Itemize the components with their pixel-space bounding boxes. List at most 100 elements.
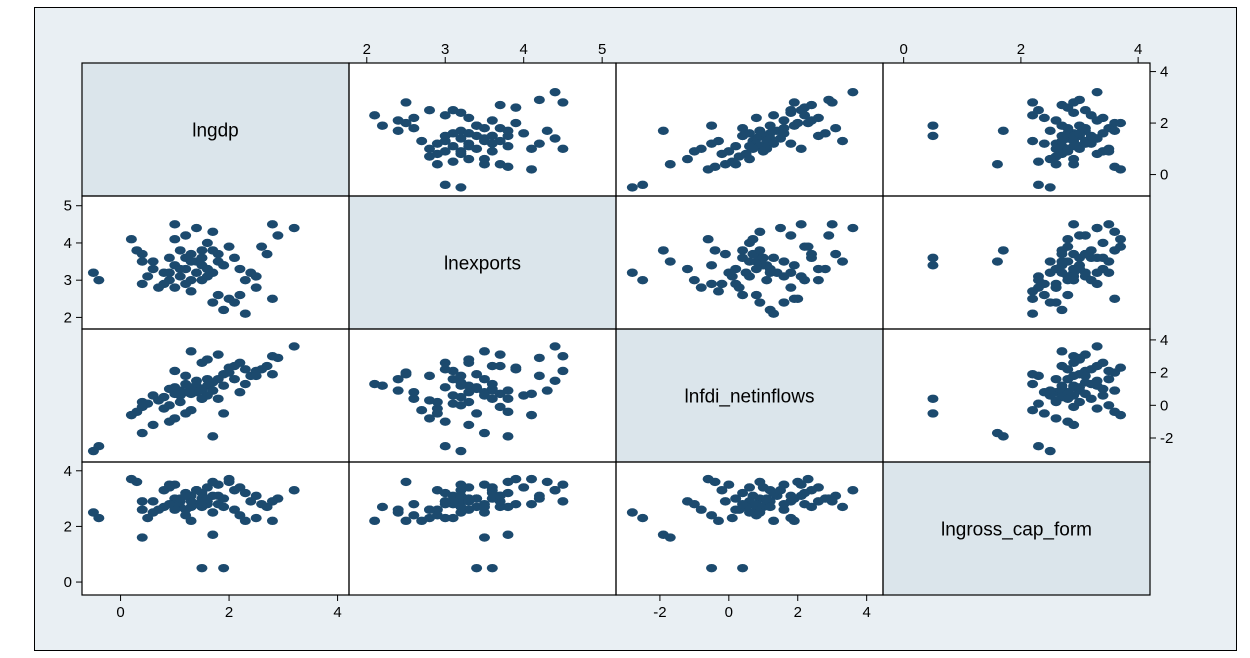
tick-label-bottom-lngdp-1: 2 <box>225 604 233 621</box>
point-54-lngross_cap_form-vs-lnfdi_netinflows <box>802 474 814 484</box>
point-8-lnexports-vs-lnfdi_netinflows <box>806 253 818 263</box>
point-5-lngdp-vs-lnexports <box>494 100 506 110</box>
point-57-lngross_cap_form-vs-lnfdi_netinflows <box>837 502 849 512</box>
point-51-lnfdi_netinflows-vs-lnexports <box>549 376 561 385</box>
point-69-lngross_cap_form-vs-lnexports <box>439 513 451 523</box>
point-50-lnfdi_netinflows-vs-lnexports <box>541 386 553 395</box>
point-60-lngross_cap_form-vs-lnfdi_netinflows <box>702 474 714 484</box>
point-2-lnexports-vs-lnfdi_netinflows <box>826 220 838 229</box>
point-52-lnfdi_netinflows-vs-lngross_cap_form <box>1079 371 1091 381</box>
point-1-lngdp-vs-lnexports <box>533 95 545 105</box>
point-20-lnfdi_netinflows-vs-lnexports <box>439 383 451 392</box>
point-25-lnexports-vs-lngross_cap_form <box>1056 246 1068 255</box>
point-68-lngross_cap_form-vs-lnfdi_netinflows <box>657 530 669 539</box>
variable-label-lnfdi_netinflows: lnfdi_netinflows <box>685 387 815 408</box>
point-40-lnfdi_netinflows-vs-lngross_cap_form <box>1038 388 1050 397</box>
point-15-lnfdi_netinflows-vs-lngross_cap_form <box>1062 374 1074 384</box>
point-68-lngdp-vs-lnexports <box>502 126 514 135</box>
point-59-lngross_cap_form-vs-lnexports <box>502 477 514 487</box>
point-50-lngross_cap_form-vs-lnexports <box>541 477 553 487</box>
point-65-lnexports-vs-lngross_cap_form <box>991 257 1003 266</box>
point-45-lngross_cap_form-vs-lnexports <box>424 505 436 514</box>
point-37-lngross_cap_form-vs-lnexports <box>376 502 388 512</box>
point-60-lngross_cap_form-vs-lnexports <box>526 474 538 484</box>
point-39-lnexports-vs-lnfdi_netinflows <box>768 309 780 318</box>
point-33-lnexports-vs-lngdp <box>136 279 148 289</box>
point-25-lngdp-vs-lnexports <box>502 142 514 151</box>
point-36-lngdp-vs-lnexports <box>392 126 404 135</box>
point-44-lngdp-vs-lngross_cap_form <box>1038 139 1050 148</box>
point-57-lngross_cap_form-vs-lnexports <box>478 502 490 512</box>
point-49-lnexports-vs-lngdp <box>201 238 213 248</box>
point-61-lnfdi_netinflows-vs-lngross_cap_form <box>1068 420 1080 430</box>
point-27-lnexports-vs-lngdp <box>169 235 181 244</box>
point-35-lngross_cap_form-vs-lnfdi_netinflows <box>737 499 749 509</box>
tick-label-left-lngross_cap_form-2: 0 <box>64 574 72 591</box>
point-45-lnfdi_netinflows-vs-lngross_cap_form <box>1050 414 1062 423</box>
point-36-lnexports-vs-lnfdi_netinflows <box>754 298 766 307</box>
point-35-lnexports-vs-lngross_cap_form <box>1062 290 1074 300</box>
tick-label-right-lngdp-2: 0 <box>1160 167 1168 184</box>
point-0-lngdp-vs-lnfdi_netinflows <box>847 87 859 97</box>
point-5-lngross_cap_form-vs-lnfdi_netinflows <box>806 502 818 512</box>
point-10-lnexports-vs-lngdp <box>239 275 251 285</box>
tick-label-left-lnexports-1: 4 <box>64 235 72 252</box>
point-44-lngdp-vs-lnexports <box>431 139 443 148</box>
point-68-lnfdi_netinflows-vs-lnexports <box>502 432 514 441</box>
point-38-lngdp-vs-lnfdi_netinflows <box>778 116 790 125</box>
point-68-lngross_cap_form-vs-lnexports <box>502 530 514 539</box>
point-27-lngross_cap_form-vs-lnexports <box>526 499 538 509</box>
point-67-lngdp-vs-lnfdi_netinflows <box>737 131 749 141</box>
point-8-lngross_cap_form-vs-lngdp <box>228 486 240 495</box>
tick-label-left-lnexports-0: 5 <box>64 198 72 215</box>
point-65-lngross_cap_form-vs-lngdp <box>136 533 148 542</box>
point-33-lngdp-vs-lngross_cap_form <box>1050 160 1062 169</box>
point-42-lngross_cap_form-vs-lnfdi_netinflows <box>788 516 800 526</box>
point-60-lngdp-vs-lnexports <box>526 165 538 174</box>
point-5-lnexports-vs-lngdp <box>261 249 273 259</box>
point-66-lngdp-vs-lnexports <box>471 121 483 130</box>
point-43-lnfdi_netinflows-vs-lnexports <box>416 406 428 415</box>
point-61-lnfdi_netinflows-vs-lnexports <box>463 420 475 430</box>
point-54-lngdp-vs-lngross_cap_form <box>1115 118 1127 128</box>
point-66-lngdp-vs-lngross_cap_form <box>927 121 939 130</box>
tick-label-right-lnfdi_netinflows-0: 4 <box>1160 332 1168 349</box>
point-38-lnexports-vs-lngross_cap_form <box>1050 298 1062 307</box>
point-69-lnexports-vs-lngdp <box>93 275 105 285</box>
point-29-lnexports-vs-lnfdi_netinflows <box>740 268 752 277</box>
tick-label-right-lnfdi_netinflows-1: 2 <box>1160 365 1168 382</box>
point-39-lngdp-vs-lnexports <box>369 111 381 120</box>
point-12-lnexports-vs-lnfdi_netinflows <box>778 257 790 266</box>
point-49-lngdp-vs-lnexports <box>518 129 530 138</box>
tick-label-bottom-lnfdi_netinflows-2: 2 <box>794 604 802 621</box>
point-54-lnexports-vs-lngdp <box>223 242 235 251</box>
point-8-lnexports-vs-lngdp <box>228 253 240 263</box>
tick-label-right-lngdp-1: 2 <box>1160 115 1168 132</box>
point-60-lngross_cap_form-vs-lngdp <box>125 474 137 484</box>
point-5-lngdp-vs-lngross_cap_form <box>1056 100 1068 110</box>
point-64-lngdp-vs-lnfdi_netinflows <box>626 183 638 192</box>
point-41-lngross_cap_form-vs-lngdp <box>250 513 262 523</box>
point-31-lngdp-vs-lnfdi_netinflows <box>744 154 755 164</box>
point-62-lnexports-vs-lnfdi_netinflows <box>716 279 728 289</box>
point-48-lnfdi_netinflows-vs-lngross_cap_form <box>1085 394 1097 403</box>
tick-label-bottom-lnfdi_netinflows-0: -2 <box>653 604 666 621</box>
point-39-lngdp-vs-lnfdi_netinflows <box>768 111 780 120</box>
point-9-lngross_cap_form-vs-lnexports <box>400 477 412 487</box>
point-43-lngdp-vs-lnexports <box>416 136 428 146</box>
point-51-lnfdi_netinflows-vs-lngross_cap_form <box>1091 376 1103 385</box>
tick-label-bottom-lnfdi_netinflows-3: 4 <box>862 604 870 621</box>
point-42-lnfdi_netinflows-vs-lngdp <box>266 370 278 379</box>
point-6-lngdp-vs-lnexports <box>447 105 459 115</box>
point-33-lnexports-vs-lnfdi_netinflows <box>730 279 742 289</box>
point-23-lnexports-vs-lnfdi_netinflows <box>768 253 780 263</box>
point-58-lnexports-vs-lnfdi_netinflows <box>819 264 831 274</box>
point-62-lngdp-vs-lnexports <box>431 149 443 159</box>
point-43-lnexports-vs-lngdp <box>185 287 197 296</box>
point-0-lnfdi_netinflows-vs-lnexports <box>549 342 561 351</box>
tick-label-right-lnfdi_netinflows-3: -2 <box>1160 430 1173 447</box>
point-20-lnexports-vs-lnfdi_netinflows <box>761 275 773 285</box>
point-5-lngross_cap_form-vs-lngdp <box>261 502 273 512</box>
point-65-lnfdi_netinflows-vs-lnexports <box>478 428 490 438</box>
tick-label-left-lnexports-3: 2 <box>64 309 72 326</box>
